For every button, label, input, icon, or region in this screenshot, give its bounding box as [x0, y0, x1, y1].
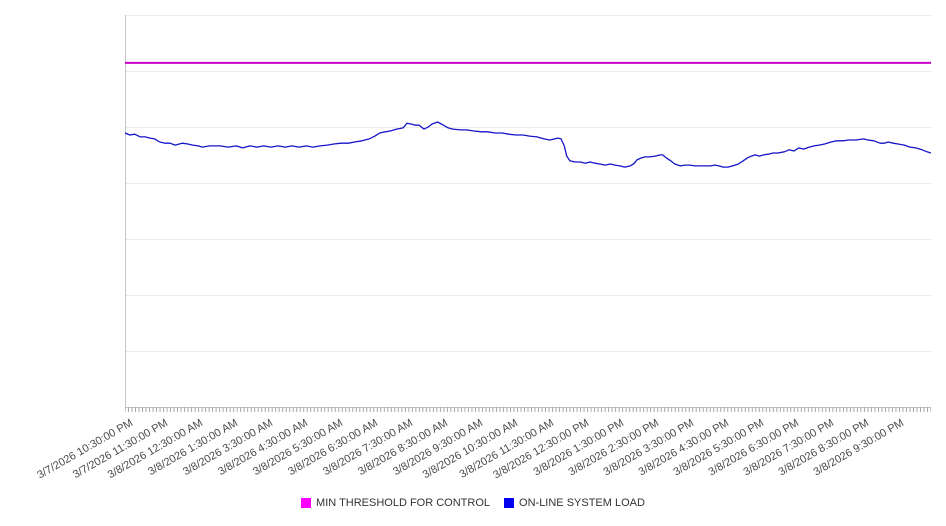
- x-axis-label: 3/8/2026 9:30:00 AM: [391, 417, 486, 479]
- x-axis-label: 3/8/2026 11:30:00 AM: [456, 417, 556, 481]
- x-axis-label: 3/8/2026 7:30:00 PM: [741, 417, 836, 479]
- x-axis-label: 3/7/2026 11:30:00 PM: [70, 417, 171, 482]
- legend-item: MIN THRESHOLD FOR CONTROL: [301, 497, 490, 509]
- x-axis-label: 3/8/2026 9:30:00 PM: [811, 417, 906, 479]
- x-axis-label: 3/8/2026 6:30:00 PM: [706, 417, 801, 479]
- legend-swatch: [301, 498, 312, 508]
- x-axis-label: 3/8/2026 3:30:00 PM: [601, 417, 696, 479]
- x-axis-label: 3/8/2026 2:30:00 PM: [566, 417, 661, 479]
- x-axis-label: 3/8/2026 7:30:00 AM: [321, 417, 416, 479]
- x-axis-label: 3/8/2026 8:30:00 PM: [776, 417, 871, 479]
- chart-canvas: [125, 15, 931, 412]
- x-axis-label: 3/8/2026 12:30:00 AM: [105, 417, 206, 482]
- x-axis-label: 3/8/2026 8:30:00 AM: [356, 417, 451, 479]
- x-axis-label: 3/8/2026 3:30:00 AM: [181, 417, 276, 479]
- x-axis-label: 3/8/2026 12:30:00 PM: [490, 417, 591, 482]
- x-axis-label: 3/8/2026 1:30:00 PM: [531, 417, 626, 479]
- x-axis-label: 3/8/2026 4:30:00 PM: [636, 417, 731, 479]
- series-line: [125, 121, 931, 168]
- x-axis-label: 3/8/2026 5:30:00 PM: [671, 417, 766, 479]
- x-axis-label: 3/8/2026 1:30:00 AM: [146, 417, 241, 479]
- plot-area: [125, 15, 931, 413]
- x-axis-label: 3/8/2026 10:30:00 AM: [421, 417, 521, 482]
- legend-item: ON-LINE SYSTEM LOAD: [504, 497, 645, 509]
- x-axis-label: 3/8/2026 5:30:00 AM: [251, 417, 346, 479]
- legend-swatch: [504, 498, 515, 508]
- legend-label: ON-LINE SYSTEM LOAD: [519, 497, 645, 509]
- x-axis-label: 3/8/2026 6:30:00 AM: [286, 417, 381, 479]
- x-axis-label: 3/7/2026 10:30:00 PM: [35, 417, 136, 482]
- legend: MIN THRESHOLD FOR CONTROL ON-LINE SYSTEM …: [0, 497, 946, 509]
- x-axis-label: 3/8/2026 4:30:00 AM: [216, 417, 311, 479]
- legend-label: MIN THRESHOLD FOR CONTROL: [316, 497, 491, 509]
